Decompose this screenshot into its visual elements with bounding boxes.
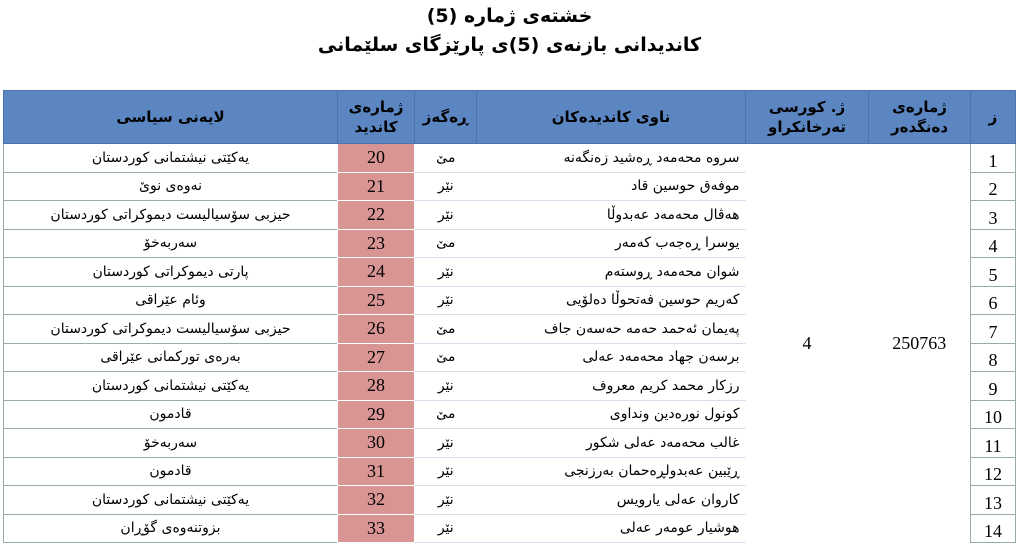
candidate-number: 25	[337, 285, 415, 315]
party: سەربەخۆ	[3, 228, 338, 258]
column-header: ناوی کاندیدەکان	[476, 90, 746, 144]
row-number: 13	[970, 485, 1016, 515]
row-number: 8	[970, 342, 1016, 372]
candidate-number: 29	[337, 399, 415, 429]
table-body: 1 250763 4 سروە محەمەد ڕەشید زەنگەنە مێ 20 یەک…	[3, 143, 1016, 543]
candidate-number: 20	[337, 143, 415, 173]
candidate-number: 24	[337, 257, 415, 287]
candidate-table: ز ژمارەی دەنگدەر ژ. کورسی تەرخانکراو ناوی ک…	[3, 90, 1016, 543]
row-number: 6	[970, 285, 1016, 315]
candidate-name: هەڤال محەمەد عەبدوڵا	[476, 200, 746, 230]
subtitle: کاندیدانی بازنەی (5)ی پارێزگای سلێمانی	[317, 34, 702, 56]
party: وئام عێراقی	[3, 285, 338, 315]
party: سەربەخۆ	[3, 428, 338, 458]
row-number: 14	[970, 513, 1016, 543]
gender: نێر	[414, 286, 477, 315]
gender: مێ	[414, 343, 477, 372]
gender: مێ	[414, 229, 477, 258]
gender: نێر	[414, 371, 477, 401]
gender: نێر	[414, 172, 477, 201]
party: حیزبی سۆسیالیست دیموکراتی کوردستان	[3, 200, 338, 230]
party: پارتی دیموکراتی کوردستان	[3, 257, 338, 287]
party: یەکێتی نیشتمانی کوردستان	[3, 143, 338, 173]
table-row: 9 رزکار محمد کریم معروف نێر 28 یەکێتی نیشتما…	[3, 371, 1016, 401]
candidate-number: 23	[337, 228, 415, 258]
table-head: ز ژمارەی دەنگدەر ژ. کورسی تەرخانکراو ناوی ک…	[3, 90, 1016, 144]
title: خشتەی ژمارە (5)	[426, 5, 593, 27]
table-row: 10 کونول نورەدین ونداوی مێ 29 قادمون	[3, 399, 1016, 429]
column-header: ژمارەی دەنگدەر	[868, 90, 971, 144]
candidate-number: 28	[337, 371, 415, 401]
candidate-number: 22	[337, 200, 415, 230]
gender: نێر	[414, 514, 477, 543]
candidate-number: 27	[337, 342, 415, 372]
table-row: 7 پەیمان ئەحمد حەمە حەسەن جاف مێ 26 حیزبی سۆ…	[3, 314, 1016, 344]
row-number: 11	[970, 428, 1016, 458]
table-row: 8 برسەن جهاد محەمەد عەلی مێ 27 بەرەی تورکمان…	[3, 342, 1016, 372]
candidate-name: سروە محەمەد ڕەشید زەنگەنە	[476, 143, 746, 173]
candidate-number: 33	[337, 513, 415, 543]
row-number: 3	[970, 200, 1016, 230]
candidate-name: موفەق حوسین قاد	[476, 172, 746, 201]
party: یەکێتی نیشتمانی کوردستان	[3, 371, 338, 401]
candidate-name: ڕێبین عەبدولڕەحمان بەرزنجی	[476, 457, 746, 486]
row-number: 1	[970, 143, 1016, 173]
column-header: ژ. کورسی تەرخانکراو	[745, 90, 869, 144]
party: بزوتنەوەی گۆڕان	[3, 513, 338, 543]
candidate-name: غالب محەمەد عەلی شکور	[476, 428, 746, 458]
candidate-name: پەیمان ئەحمد حەمە حەسەن جاف	[476, 314, 746, 344]
column-header: لایەنی سیاسی	[3, 90, 338, 144]
candidate-name: کونول نورەدین ونداوی	[476, 400, 746, 429]
gender: نێر	[414, 257, 477, 287]
row-number: 7	[970, 314, 1016, 344]
party: قادمون	[3, 456, 338, 486]
candidate-number: 32	[337, 485, 415, 515]
row-number: 5	[970, 257, 1016, 287]
column-header: ڕەگەز	[414, 90, 477, 144]
header-row: ز ژمارەی دەنگدەر ژ. کورسی تەرخانکراو ناوی ک…	[3, 90, 1016, 144]
candidate-number: 30	[337, 428, 415, 458]
column-header: ژمارەی کاندید	[337, 90, 415, 144]
party: یەکێتی نیشتمانی کوردستان	[3, 485, 338, 515]
gender: نێر	[414, 485, 477, 515]
table-row: 12 ڕێبین عەبدولڕەحمان بەرزنجی نێر 31 قادمون	[3, 456, 1016, 486]
candidate-name: کاروان عەلی یارویس	[476, 485, 746, 515]
table-row: 11 غالب محەمەد عەلی شکور نێر 30 سەربەخۆ	[3, 428, 1016, 458]
candidate-name: کەریم حوسین فەتحوڵا دەلۆیی	[476, 286, 746, 315]
row-number: 10	[970, 399, 1016, 429]
candidate-name: یوسرا ڕەجەب کەمەر	[476, 229, 746, 258]
voters: 250763	[892, 332, 947, 353]
party: بەرەی تورکمانی عێراقی	[3, 342, 338, 372]
gender: نێر	[414, 200, 477, 230]
column-header: ز	[970, 90, 1016, 144]
table-row: 3 هەڤال محەمەد عەبدوڵا نێر 22 حیزبی سۆسیالیس…	[3, 200, 1016, 230]
candidate-number: 31	[337, 456, 415, 486]
table-row: 1 250763 4 سروە محەمەد ڕەشید زەنگەنە مێ 20 یەک…	[3, 143, 1016, 353]
party: قادمون	[3, 399, 338, 429]
gender: مێ	[414, 314, 477, 344]
candidate-name: برسەن جهاد محەمەد عەلی	[476, 343, 746, 372]
gender: نێر	[414, 457, 477, 486]
row-number: 2	[970, 171, 1016, 201]
candidate-number: 26	[337, 314, 415, 344]
candidate-name: شوان محەمەد ڕوستەم	[476, 257, 746, 287]
row-number: 4	[970, 228, 1016, 258]
candidate-name: هوشیار عومەر عەلی	[476, 514, 746, 543]
candidate-number: 21	[337, 171, 415, 201]
seats: 4	[802, 332, 812, 353]
table-row: 5 شوان محەمەد ڕوستەم نێر 24 پارتی دیموکراتی …	[3, 257, 1016, 287]
party: حیزبی سۆسیالیست دیموکراتی کوردستان	[3, 314, 338, 344]
row-number: 9	[970, 371, 1016, 401]
gender: نێر	[414, 428, 477, 458]
gender: مێ	[414, 400, 477, 429]
gender: مێ	[414, 143, 477, 173]
row-number: 12	[970, 456, 1016, 486]
table-row: 14 هوشیار عومەر عەلی نێر 33 بزوتنەوەی گۆڕان	[3, 513, 1016, 543]
party: نەوەی نوێ	[3, 171, 338, 201]
candidate-name: رزکار محمد کریم معروف	[476, 371, 746, 401]
table-row: 13 کاروان عەلی یارویس نێر 32 یەکێتی نیشتمانی…	[3, 485, 1016, 515]
